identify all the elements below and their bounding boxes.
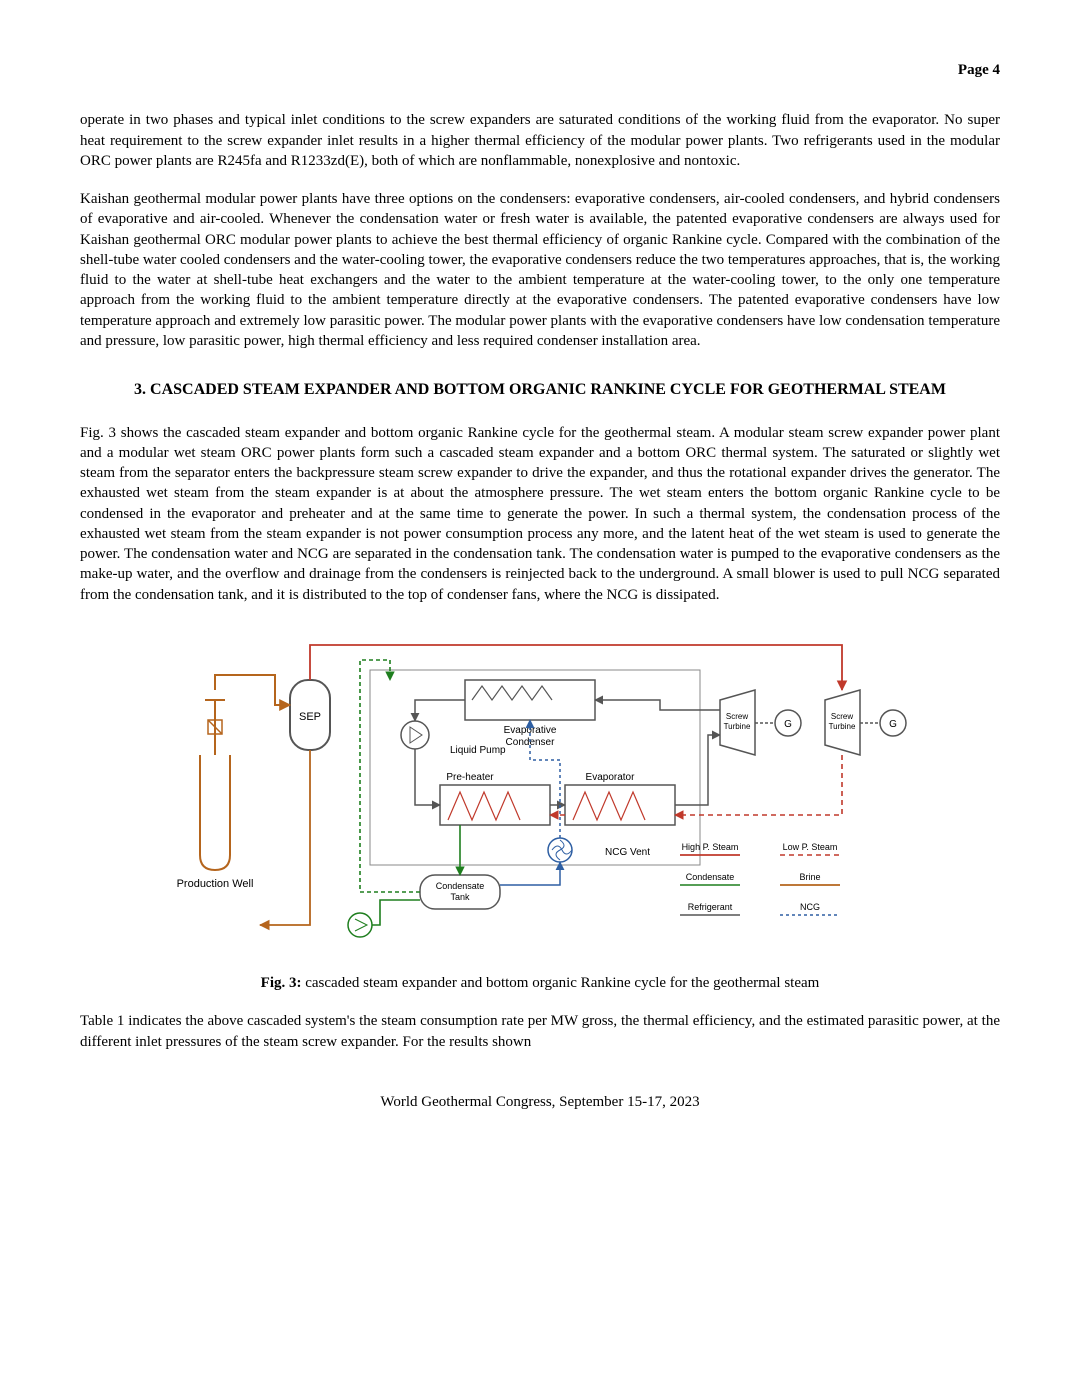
figure-caption-text: cascaded steam expander and bottom organ… [301, 975, 819, 991]
svg-text:Turbine: Turbine [829, 722, 856, 731]
svg-text:G: G [889, 719, 897, 730]
svg-text:G: G [784, 719, 792, 730]
page-number: Page 4 [80, 60, 1000, 80]
evap-condenser-box [465, 680, 595, 720]
paragraph-1: operate in two phases and typical inlet … [80, 110, 1000, 171]
paragraph-2: Kaishan geothermal modular power plants … [80, 189, 1000, 351]
separator-label: SEP [299, 711, 321, 723]
figure-3-caption: Fig. 3: cascaded steam expander and bott… [80, 973, 1000, 993]
liquid-pump-label: Liquid Pump [450, 745, 506, 756]
paragraph-4: Table 1 indicates the above cascaded sys… [80, 1011, 1000, 1052]
svg-text:Condensate: Condensate [686, 872, 735, 882]
paragraph-3: Fig. 3 shows the cascaded steam expander… [80, 423, 1000, 605]
preheater-label: Pre-heater [446, 772, 494, 783]
well-to-sep-line [215, 675, 290, 705]
svg-text:High P. Steam: High P. Steam [682, 842, 739, 852]
section-heading: 3. CASCADED STEAM EXPANDER AND BOTTOM OR… [80, 379, 1000, 401]
figure-3: Production Well SEP Evaporative Condense… [80, 625, 1000, 961]
brine-line [260, 750, 310, 925]
production-well-label: Production Well [177, 878, 254, 890]
svg-text:Condensate: Condensate [436, 881, 485, 891]
liquid-pump-icon [401, 721, 429, 749]
evaporator-label: Evaporator [586, 772, 636, 783]
page-footer: World Geothermal Congress, September 15-… [80, 1092, 1000, 1112]
legend: High P. Steam Low P. Steam Condensate Br… [680, 842, 840, 915]
svg-text:Turbine: Turbine [724, 722, 751, 731]
svg-text:Low P. Steam: Low P. Steam [783, 842, 838, 852]
svg-text:Refrigerant: Refrigerant [688, 902, 733, 912]
figure-caption-bold: Fig. 3: [261, 975, 302, 991]
svg-text:Screw: Screw [726, 712, 748, 721]
production-well-icon [200, 700, 230, 870]
flow-diagram: Production Well SEP Evaporative Condense… [160, 625, 920, 955]
svg-text:Brine: Brine [799, 872, 820, 882]
svg-text:NCG: NCG [800, 902, 820, 912]
ncg-vent-label: NCG Vent [605, 847, 650, 858]
svg-text:Tank: Tank [450, 892, 470, 902]
svg-text:Screw: Screw [831, 712, 853, 721]
